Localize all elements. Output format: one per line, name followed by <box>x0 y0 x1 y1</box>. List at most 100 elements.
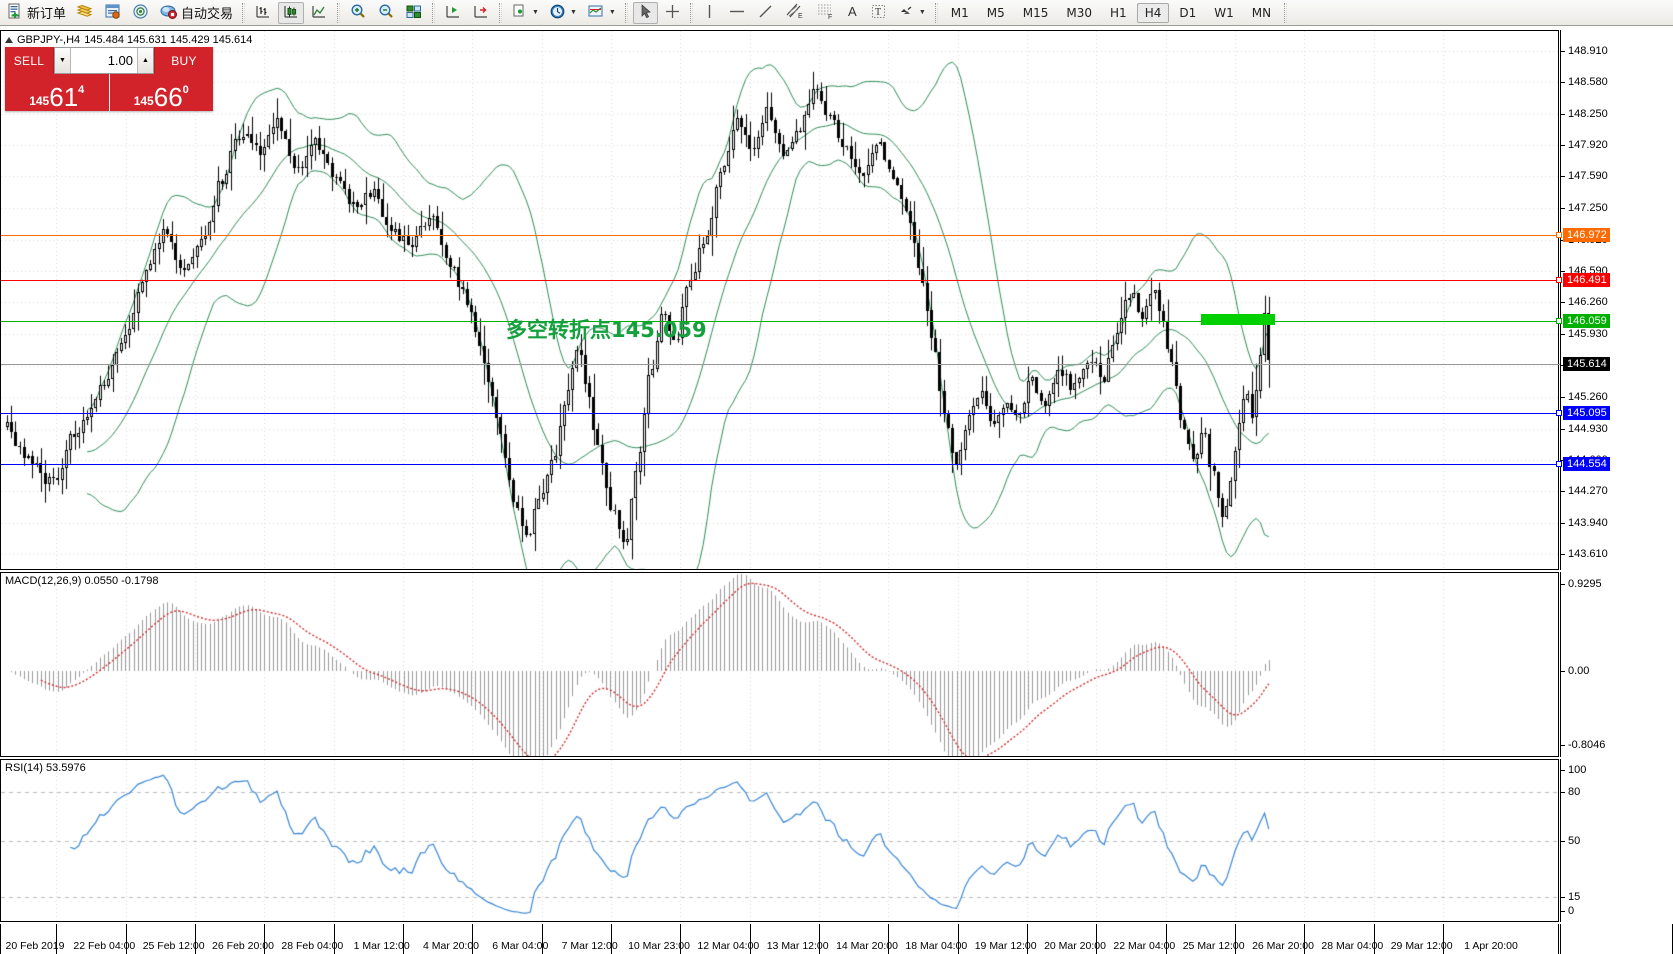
level-drag-handle[interactable] <box>1556 277 1562 284</box>
sell-price-mid: 61 <box>49 82 79 112</box>
time-tick-label: 4 Mar 20:00 <box>422 940 480 952</box>
buy-price-button[interactable]: 145 66 0 <box>109 74 213 112</box>
time-tick-label: 1 Apr 20:00 <box>1464 940 1518 952</box>
buy-price-big: 145 <box>133 94 154 108</box>
bar-chart-button[interactable] <box>250 2 276 24</box>
volume-stepper[interactable]: ▼ 1.00 ▲ <box>54 47 154 74</box>
price-marker-tag[interactable]: 146.972 <box>1556 227 1610 242</box>
sell-price-button[interactable]: 145 61 4 <box>5 74 110 111</box>
macd-tick: 0.9295 <box>1561 578 1602 590</box>
price-marker-tag[interactable]: 146.491 <box>1556 273 1610 288</box>
rsi-label: RSI(14) 53.5976 <box>5 762 86 774</box>
timeframe-button-h1[interactable]: H1 <box>1110 5 1127 20</box>
period-button[interactable]: ▼ <box>545 2 581 24</box>
one-click-trade-panel[interactable]: SELL ▼ 1.00 ▲ BUY 145 61 4 145 <box>5 47 213 111</box>
timeframe-button-m5[interactable]: M5 <box>986 5 1005 20</box>
level-drag-handle[interactable] <box>1556 461 1562 468</box>
autotrading-button[interactable]: 自动交易 <box>156 2 237 24</box>
text-tool-button[interactable]: A <box>841 2 864 24</box>
autoscroll-button[interactable] <box>468 2 494 24</box>
price-axis[interactable]: 148.910 148.580 148.250 147.920 147.590 147.2… <box>1556 30 1673 570</box>
equidistant-channel-button[interactable]: E <box>781 2 809 24</box>
time-axis[interactable]: 20 Feb 2019 22 Feb 04:00 25 Feb 12:00 26 Fe… <box>0 924 1559 954</box>
timeframe-button-h4[interactable]: H4 <box>1136 2 1170 23</box>
macd-canvas <box>1 573 1558 756</box>
cursor-tool-button[interactable] <box>632 1 658 24</box>
chart-area[interactable]: GBPJPY-,H4 145.484 145.631 145.429 145.6… <box>0 27 1673 954</box>
timeframe-button-d1[interactable]: D1 <box>1179 5 1197 20</box>
collapse-triangle-icon[interactable] <box>5 37 13 43</box>
price-tick: 147.250 <box>1561 202 1608 214</box>
time-axis-divider <box>819 924 820 954</box>
new-chart-icon <box>511 3 528 23</box>
price-level-line[interactable] <box>1 412 1560 414</box>
sell-button[interactable]: SELL <box>5 47 54 74</box>
time-axis-divider <box>957 924 959 954</box>
rsi-axis[interactable]: 100 80 50 15 0 <box>1560 759 1673 922</box>
chevron-down-icon[interactable]: ▼ <box>918 9 926 16</box>
price-level-line[interactable] <box>1 363 1560 365</box>
navigator-button[interactable] <box>128 2 154 24</box>
autotrading-icon <box>160 3 178 23</box>
price-marker-tag[interactable]: 146.059 <box>1556 314 1610 329</box>
time-axis-corner <box>1560 924 1673 954</box>
horizontal-line-button[interactable] <box>723 2 751 24</box>
text-label-button[interactable]: T <box>866 2 891 24</box>
new-order-button[interactable]: 新订单 <box>3 2 70 24</box>
arrows-button[interactable]: ▼ <box>893 2 930 24</box>
price-level-line[interactable] <box>1 234 1560 236</box>
level-drag-handle[interactable] <box>1556 409 1562 416</box>
timeframe-button-m30[interactable]: M30 <box>1066 5 1093 20</box>
level-drag-handle[interactable] <box>1556 231 1562 238</box>
fibonacci-icon: F <box>815 2 835 23</box>
fibonacci-button[interactable]: F <box>811 2 839 24</box>
vertical-line-button[interactable] <box>698 2 721 24</box>
price-chart-pane[interactable]: GBPJPY-,H4 145.484 145.631 145.429 145.6… <box>0 30 1560 570</box>
new-chart-button[interactable]: ▼ <box>507 2 543 24</box>
timeframe-button-w1[interactable]: W1 <box>1214 5 1234 20</box>
chevron-down-icon[interactable]: ▼ <box>532 9 539 16</box>
autotrading-label: 自动交易 <box>181 7 234 22</box>
time-tick-label: 18 Mar 04:00 <box>905 940 968 952</box>
price-tick: 146.260 <box>1561 296 1608 308</box>
toolbar-separator-5 <box>624 2 628 23</box>
candlestick-chart-button[interactable] <box>278 1 305 24</box>
templates-button[interactable]: ▼ <box>583 2 620 24</box>
level-drag-handle[interactable] <box>1556 318 1562 325</box>
chevron-down-icon[interactable]: ▼ <box>569 9 577 16</box>
market-watch-button[interactable] <box>72 2 98 24</box>
volume-value[interactable]: 1.00 <box>71 48 137 73</box>
chevron-down-icon[interactable]: ▼ <box>608 9 616 16</box>
rsi-pane[interactable]: RSI(14) 53.5976 <box>0 759 1559 922</box>
buy-price-mid: 66 <box>153 82 183 112</box>
macd-pane[interactable]: MACD(12,26,9) 0.0550 -0.1798 <box>0 572 1559 757</box>
price-level-line[interactable] <box>1 321 1560 323</box>
time-axis-divider <box>1165 924 1167 954</box>
zoom-in-button[interactable] <box>345 2 371 24</box>
price-marker-tag[interactable]: 145.614 <box>1563 356 1610 371</box>
volume-decrease-button[interactable]: ▼ <box>55 48 71 73</box>
timeframe-button-m15[interactable]: M15 <box>1022 5 1049 20</box>
price-level-line[interactable] <box>1 464 1560 466</box>
price-level-line[interactable] <box>1 280 1560 282</box>
price-marker-tag[interactable]: 145.095 <box>1556 405 1610 420</box>
time-tick-label: 29 Mar 12:00 <box>1390 940 1453 952</box>
data-window-button[interactable] <box>100 2 126 24</box>
price-marker-tag[interactable]: 144.554 <box>1556 457 1610 472</box>
macd-tick: -0.8046 <box>1561 739 1605 751</box>
buy-button[interactable]: BUY <box>154 47 213 74</box>
zoom-out-button[interactable] <box>373 2 399 24</box>
tile-windows-button[interactable] <box>401 2 427 24</box>
line-chart-button[interactable] <box>306 2 332 24</box>
chart-annotation-label: 多空转折点145.059 <box>506 317 707 342</box>
line-chart-icon <box>310 3 328 23</box>
timeframe-button-m1[interactable]: M1 <box>950 5 969 20</box>
timeframe-button-mn[interactable]: MN <box>1251 5 1272 20</box>
text-label-icon: T <box>870 3 887 23</box>
volume-increase-button[interactable]: ▲ <box>137 48 153 73</box>
time-axis-divider <box>749 924 751 954</box>
macd-axis[interactable]: 0.9295 0.00 -0.8046 <box>1560 572 1673 757</box>
crosshair-tool-button[interactable] <box>660 2 685 24</box>
trendline-button[interactable] <box>753 2 779 24</box>
shift-chart-button[interactable] <box>440 2 466 24</box>
